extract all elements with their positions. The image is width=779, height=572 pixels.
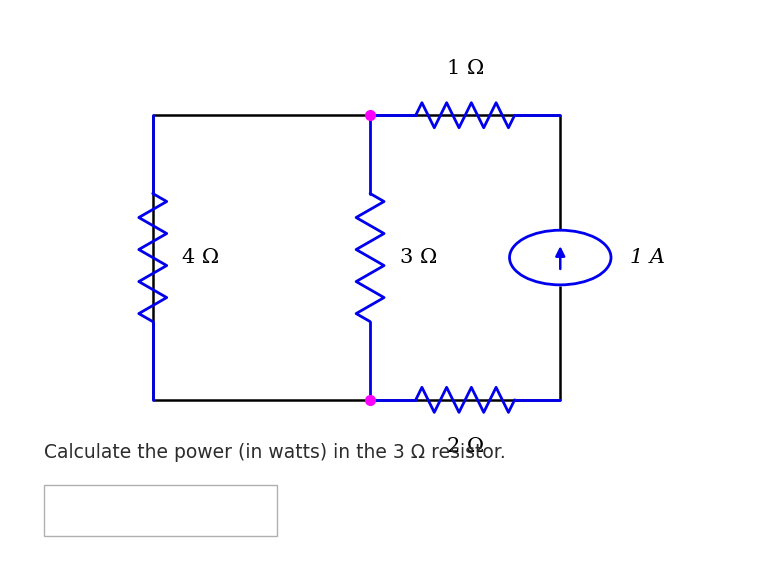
Text: 3 Ω: 3 Ω	[400, 248, 437, 267]
Text: 2 Ω: 2 Ω	[446, 437, 484, 456]
FancyBboxPatch shape	[44, 485, 277, 537]
Text: 1 Ω: 1 Ω	[446, 59, 484, 78]
Text: 1 A: 1 A	[630, 248, 665, 267]
Text: Calculate the power (in watts) in the 3 Ω resistor.: Calculate the power (in watts) in the 3 …	[44, 443, 506, 462]
Text: 4 Ω: 4 Ω	[182, 248, 220, 267]
